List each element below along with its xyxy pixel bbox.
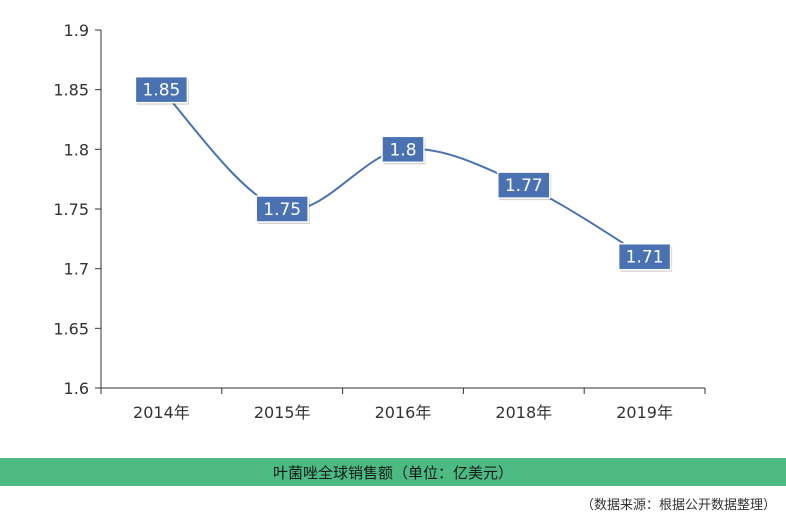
data-label-value: 1.71 (626, 248, 664, 268)
data-label-value: 1.8 (389, 140, 416, 160)
y-axis-ticks: 1.9 1.85 1.8 1.75 1.7 1.65 1.6 (53, 21, 101, 398)
data-labels: 1.85 1.75 1.8 1.77 1.71 (134, 75, 673, 272)
caption-bar: 叶菌唑全球销售额（单位：亿美元） (0, 458, 786, 486)
chart-caption: 叶菌唑全球销售额（单位：亿美元） (272, 463, 513, 482)
source-note: （数据来源：根据公开数据整理） (580, 498, 776, 513)
x-tick-label: 2015年 (254, 403, 311, 422)
x-tick-label: 2019年 (616, 403, 673, 422)
x-tick-label: 2016年 (375, 403, 432, 422)
x-tick-label: 2018年 (495, 403, 552, 422)
data-label-box (381, 135, 425, 164)
y-tick-label: 1.6 (64, 379, 89, 398)
data-label: 1.71 (617, 242, 673, 272)
data-label-value: 1.85 (142, 81, 180, 101)
y-tick-label: 1.85 (53, 81, 89, 100)
y-tick-label: 1.8 (64, 140, 89, 159)
data-label-value: 1.75 (263, 200, 301, 220)
data-label: 1.8 (381, 135, 426, 165)
line-chart: 1.9 1.85 1.8 1.75 1.7 1.65 1.6 2014年 2015年 2016年… (53, 21, 706, 422)
chart-axes (100, 30, 705, 389)
x-tick-label: 2014年 (133, 403, 190, 422)
data-label-box (497, 171, 551, 199)
data-label: 1.77 (497, 171, 552, 201)
y-tick-label: 1.7 (64, 260, 89, 279)
y-tick-label: 1.75 (53, 200, 89, 219)
data-label-value: 1.77 (505, 176, 543, 196)
y-tick-label: 1.9 (64, 21, 89, 40)
series-line (160, 88, 646, 258)
data-label-box (255, 195, 309, 223)
data-label: 1.85 (134, 75, 189, 105)
data-label-box (617, 242, 672, 271)
data-label: 1.75 (255, 195, 310, 224)
x-axis-ticks: 2014年 2015年 2016年 2018年 2019年 (100, 388, 706, 422)
data-label-box (134, 75, 189, 104)
y-tick-label: 1.65 (53, 319, 89, 338)
